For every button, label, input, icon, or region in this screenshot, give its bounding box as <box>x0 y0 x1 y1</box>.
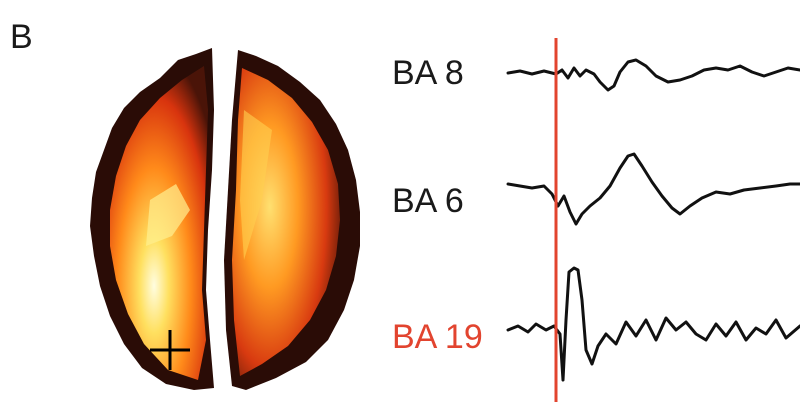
eeg-trace <box>508 268 800 380</box>
trace-label: BA 19 <box>392 318 483 356</box>
trace-label: BA 8 <box>392 54 464 92</box>
figure-panel: B BA 8 BA 6 BA 19 <box>0 0 800 402</box>
eeg-trace <box>508 154 800 224</box>
brain-map <box>90 48 360 390</box>
trace-label: BA 6 <box>392 182 464 220</box>
panel-label: B <box>10 18 33 56</box>
page: B BA 8 BA 6 BA 19 (() => { const data = … <box>0 0 800 402</box>
eeg-trace <box>508 60 800 90</box>
